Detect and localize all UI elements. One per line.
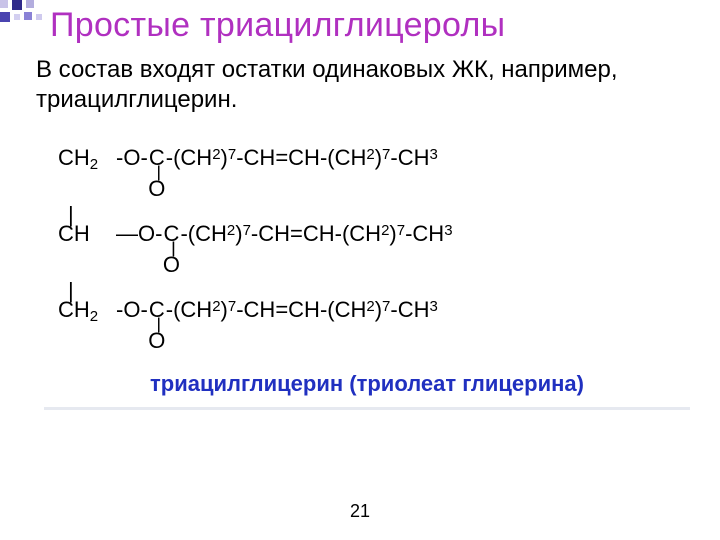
carbonyl-group: C||O xyxy=(148,299,166,352)
deco-square xyxy=(36,14,42,20)
deco-square xyxy=(14,14,20,20)
page-number: 21 xyxy=(0,501,720,522)
chemical-structure: CH2-O-C||O-(CH2)7-CH=CH-(CH2)7-CH3 | CH—… xyxy=(44,133,690,410)
structure-caption: триацилглицерин (триолеат глицерина) xyxy=(58,371,676,397)
slide-title: Простые триацилглицеролы xyxy=(0,0,720,45)
chain-row-3: CH2-O-C||O-(CH2)7-CH=CH-(CH2)7-CH3 xyxy=(58,299,676,357)
deco-square xyxy=(26,0,34,8)
chain-row-1: CH2-O-C||O-(CH2)7-CH=CH-(CH2)7-CH3 xyxy=(58,147,676,205)
deco-square xyxy=(12,0,22,10)
carbonyl-group: C||O xyxy=(148,147,166,200)
corner-decoration xyxy=(0,0,50,30)
deco-square xyxy=(0,12,10,22)
chain-row-2: CH—O-C||O-(CH2)7-CH=CH-(CH2)7-CH3 xyxy=(58,223,676,281)
deco-square xyxy=(0,0,8,8)
slide-subtitle: В состав входят остатки одинаковых ЖК, н… xyxy=(0,45,720,115)
carbonyl-group: C||O xyxy=(162,223,180,276)
deco-square xyxy=(24,12,32,20)
